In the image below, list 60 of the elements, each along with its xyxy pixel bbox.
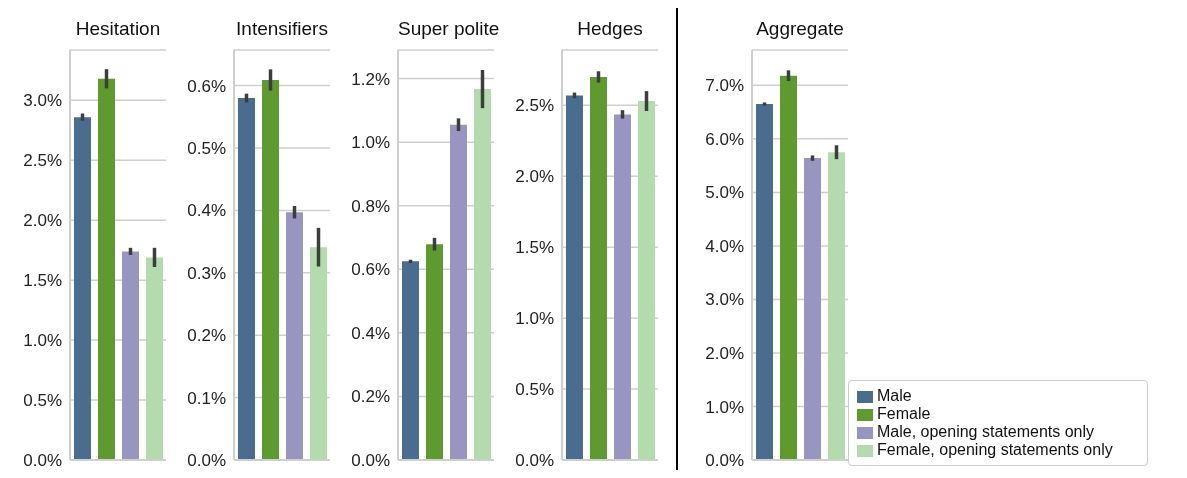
y-tick-label: 0.4% bbox=[187, 201, 226, 221]
y-tick-label: 1.0% bbox=[515, 309, 554, 329]
chart-title: Hedges bbox=[576, 18, 644, 40]
bar bbox=[780, 75, 797, 460]
chart-title: Hesitation bbox=[74, 18, 162, 40]
chart-title: Super polite bbox=[398, 18, 500, 40]
y-tick-label: 0.8% bbox=[351, 196, 390, 216]
legend-label: Male, opening statements only bbox=[877, 423, 1095, 440]
y-tick-label: 0.0% bbox=[187, 451, 226, 471]
y-tick-label: 0.2% bbox=[187, 326, 226, 346]
bar bbox=[122, 251, 139, 460]
y-tick-label: 0.6% bbox=[351, 260, 390, 280]
y-tick-label: 1.0% bbox=[23, 331, 62, 351]
y-tick-label: 2.0% bbox=[705, 343, 744, 363]
y-tick-label: 0.0% bbox=[705, 451, 744, 471]
bar bbox=[310, 247, 327, 460]
y-tick-label: 2.0% bbox=[515, 167, 554, 187]
y-tick-label: 0.5% bbox=[23, 391, 62, 411]
legend-label: Female bbox=[877, 405, 931, 422]
y-tick-label: 1.0% bbox=[705, 397, 744, 417]
bar bbox=[262, 79, 279, 460]
y-tick-label: 7.0% bbox=[705, 76, 744, 96]
bar bbox=[98, 78, 115, 460]
y-tick-label: 1.5% bbox=[23, 271, 62, 291]
y-tick-label: 0.5% bbox=[187, 139, 226, 159]
bar bbox=[402, 261, 419, 460]
bar bbox=[74, 117, 91, 460]
y-tick-label: 1.2% bbox=[351, 69, 390, 89]
bar bbox=[804, 158, 821, 460]
y-tick-label: 4.0% bbox=[705, 236, 744, 256]
y-tick-label: 1.5% bbox=[515, 238, 554, 258]
bar bbox=[146, 257, 163, 460]
bar bbox=[474, 89, 491, 460]
bar bbox=[828, 152, 845, 460]
chart-title: Aggregate bbox=[755, 18, 845, 40]
y-tick-label: 0.2% bbox=[351, 387, 390, 407]
y-tick-label: 0.1% bbox=[187, 388, 226, 408]
bar bbox=[426, 244, 443, 460]
y-tick-label: 5.0% bbox=[705, 183, 744, 203]
y-tick-label: 3.0% bbox=[23, 91, 62, 111]
y-tick-label: 0.0% bbox=[515, 451, 554, 471]
y-tick-label: 0.0% bbox=[351, 451, 390, 471]
chart-title: Intensifiers bbox=[235, 18, 329, 40]
legend-label: Female, opening statements only bbox=[877, 441, 1113, 458]
y-tick-label: 0.4% bbox=[351, 323, 390, 343]
bar bbox=[286, 212, 303, 460]
y-tick-label: 2.0% bbox=[23, 211, 62, 231]
y-tick-label: 1.0% bbox=[351, 133, 390, 153]
y-tick-label: 0.6% bbox=[187, 76, 226, 96]
y-tick-label: 2.5% bbox=[515, 96, 554, 116]
y-tick-label: 3.0% bbox=[705, 290, 744, 310]
y-tick-label: 2.5% bbox=[23, 151, 62, 171]
legend-label: Male bbox=[877, 387, 912, 404]
bar bbox=[756, 104, 773, 460]
y-tick-label: 6.0% bbox=[705, 129, 744, 149]
y-tick-label: 0.0% bbox=[23, 451, 62, 471]
bar bbox=[238, 98, 255, 460]
y-tick-label: 0.3% bbox=[187, 263, 226, 283]
bar bbox=[450, 124, 467, 460]
y-tick-label: 0.5% bbox=[515, 380, 554, 400]
